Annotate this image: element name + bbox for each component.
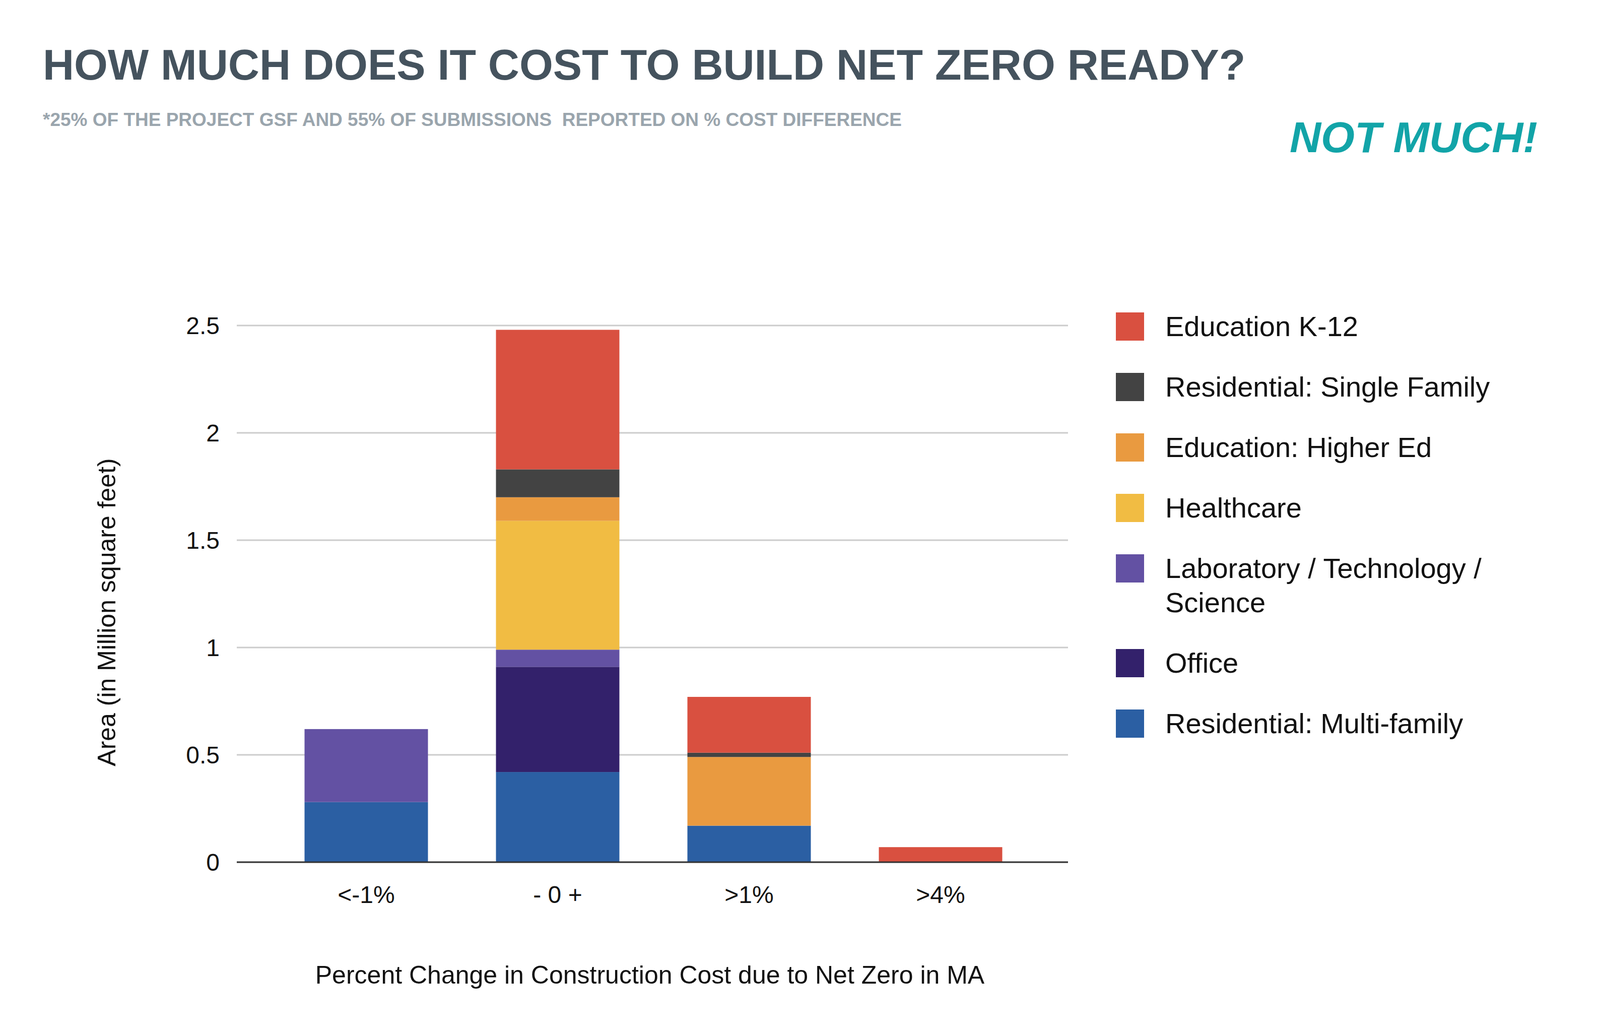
- bar-segment: [687, 756, 812, 826]
- bar-segment: [687, 752, 812, 758]
- bar-segment: [496, 771, 620, 862]
- chart: HOW MUCH DOES IT COST TO BUILD NET ZERO …: [0, 0, 1600, 1034]
- legend-swatch: [1115, 493, 1145, 522]
- annotation: NOT MUCH!: [1289, 112, 1538, 162]
- y-tick-label: 2: [206, 419, 220, 447]
- legend-label-line: Education K-12: [1165, 310, 1359, 343]
- bar-segment: [687, 825, 812, 862]
- bar-segment: [496, 329, 620, 470]
- bar-segment: [304, 728, 429, 803]
- bar-segment: [879, 846, 1003, 862]
- x-tick-label: <-1%: [337, 881, 395, 908]
- y-tick-label: 0: [206, 848, 220, 876]
- grid-line: [236, 539, 1069, 542]
- legend-label-line: Residential: Single Family: [1165, 370, 1490, 403]
- legend-label: Education: Higher Ed: [1165, 431, 1432, 463]
- legend-swatch: [1115, 433, 1145, 462]
- subtitle: *25% OF THE PROJECT GSF AND 55% OF SUBMI…: [42, 109, 902, 130]
- bar-segment: [304, 728, 429, 729]
- legend-label: Residential: Single Family: [1165, 370, 1490, 403]
- grid: [236, 325, 1069, 862]
- x-axis-title: Percent Change in Construction Cost due …: [315, 960, 985, 989]
- legend-label-line: Office: [1165, 646, 1239, 679]
- x-tick-label: >4%: [915, 881, 965, 908]
- legend-label: Education K-12: [1165, 310, 1359, 343]
- bar-segment: [304, 728, 429, 729]
- bar-segment: [687, 696, 812, 753]
- bar-segment: [304, 728, 429, 729]
- legend-swatch: [1115, 372, 1145, 402]
- y-tick-label: 0.5: [185, 741, 220, 769]
- page: {"chart_data": { "type": "bar", "stacked…: [0, 0, 1600, 1034]
- bar-segment: [496, 649, 620, 667]
- x-tick-label: >1%: [724, 881, 774, 908]
- legend-label-line: Residential: Multi-family: [1165, 707, 1463, 740]
- y-tick-label: 1: [206, 634, 220, 661]
- bars: [304, 329, 1003, 862]
- bar-segment: [496, 520, 620, 650]
- grid-line: [236, 646, 1069, 649]
- bar-segment: [304, 802, 429, 862]
- y-tick-label: 1.5: [185, 526, 220, 554]
- title: HOW MUCH DOES IT COST TO BUILD NET ZERO …: [42, 40, 1246, 89]
- legend-label: Residential: Multi-family: [1165, 707, 1463, 740]
- grid-line: [236, 861, 1069, 863]
- legend-label-line: Education: Higher Ed: [1165, 431, 1432, 463]
- bar-segment: [496, 497, 620, 521]
- legend-label-line: Healthcare: [1165, 491, 1302, 524]
- y-tick-label: 2.5: [185, 312, 220, 340]
- legend-swatch: [1115, 648, 1145, 678]
- bar-segment: [496, 666, 620, 772]
- y-axis-title: Area (in Million square feet): [92, 457, 121, 766]
- grid-line: [236, 432, 1069, 434]
- legend-label: Office: [1165, 646, 1239, 679]
- bar-segment: [304, 728, 429, 729]
- legend-swatch: [1115, 554, 1145, 583]
- x-axis-line: [236, 861, 1069, 863]
- legend-swatch: [1115, 709, 1145, 738]
- legend: Education K-12 Residential: Single Family…: [1115, 310, 1490, 740]
- legend-label-line: Science: [1165, 586, 1266, 619]
- legend-label-line: Laboratory / Technology /: [1165, 552, 1482, 584]
- grid-line: [236, 324, 1069, 327]
- legend-label: Laboratory / Technology /Science: [1165, 552, 1482, 619]
- legend-label: Healthcare: [1165, 491, 1302, 524]
- bar-segment: [496, 469, 620, 497]
- x-tick-label: - 0 +: [532, 881, 582, 908]
- legend-swatch: [1115, 312, 1145, 341]
